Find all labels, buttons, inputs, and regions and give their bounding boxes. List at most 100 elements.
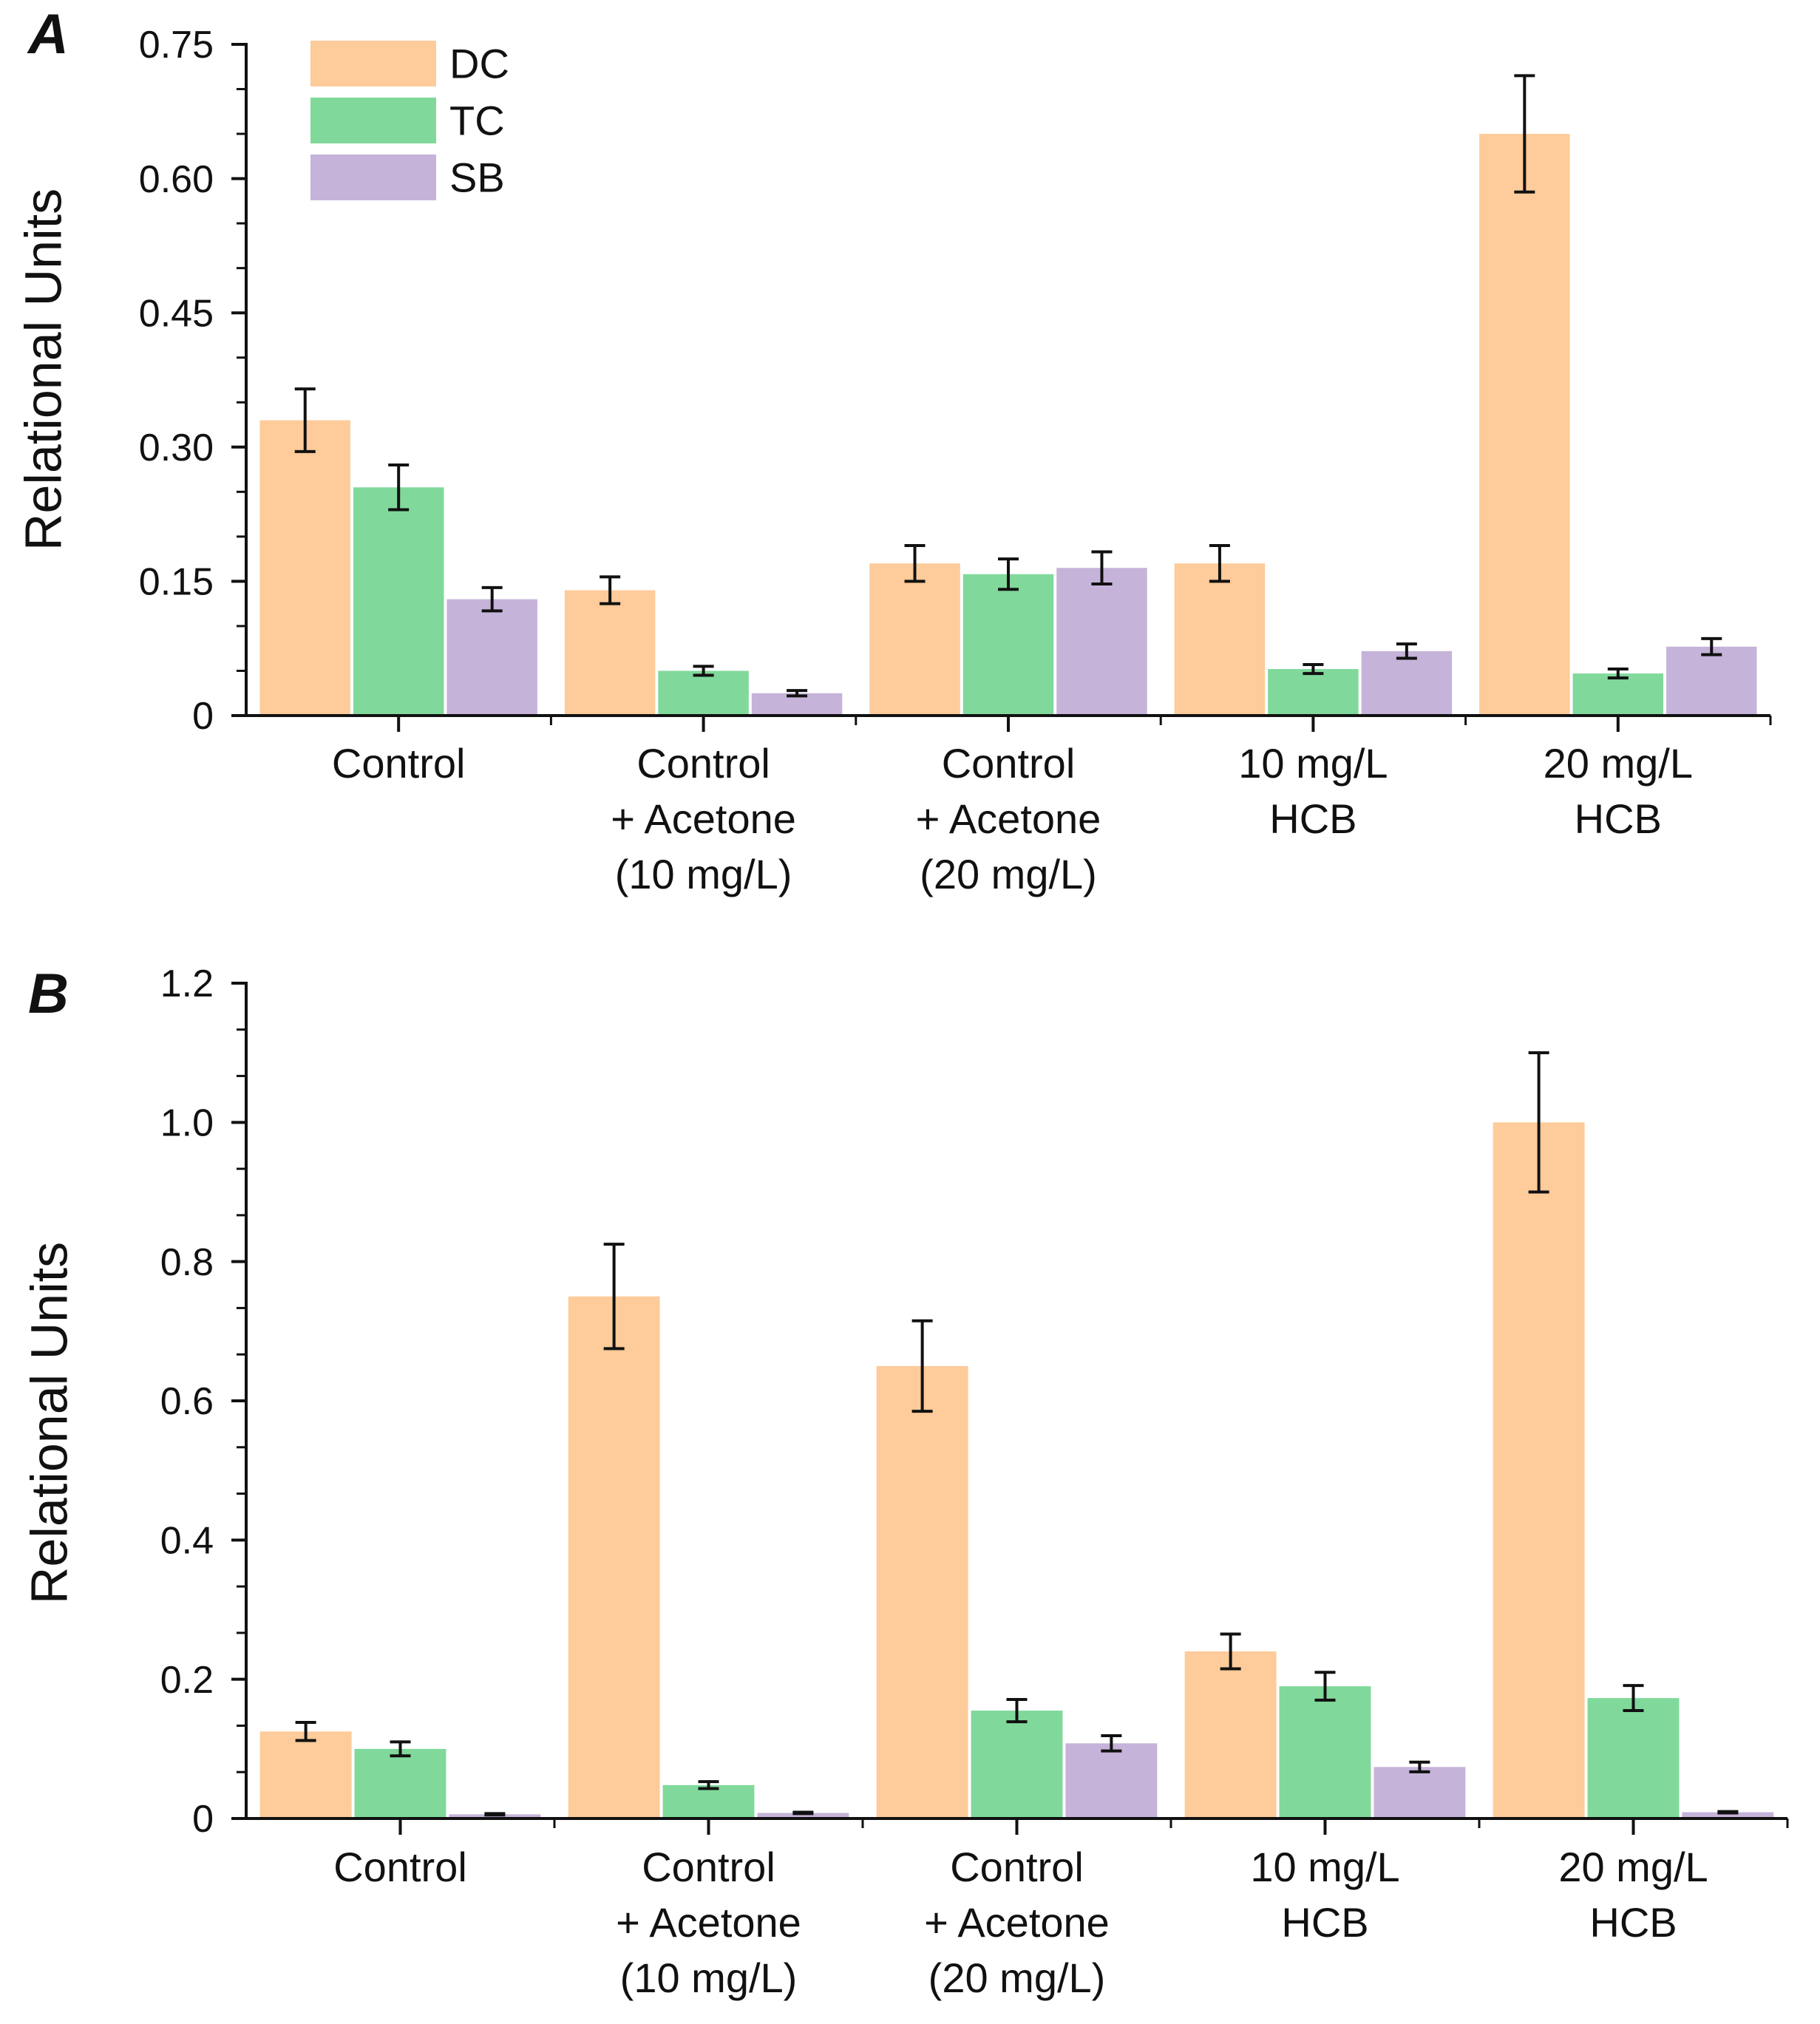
bar-sb: [1065, 1743, 1158, 1818]
error-bar-dc: [603, 1243, 625, 1351]
legend-swatch-dc: [310, 41, 436, 86]
x-tick-label-line: (10 mg/L): [615, 851, 792, 897]
x-tick-label-line: HCB: [1575, 795, 1662, 842]
error-bar-tc: [1006, 1697, 1028, 1724]
bar-tc: [962, 574, 1054, 716]
bar-dc: [1174, 563, 1266, 716]
error-bar-tc: [1623, 1684, 1644, 1713]
error-bar-dc: [1220, 1632, 1241, 1671]
bar-sb: [1361, 651, 1453, 716]
x-tick-label: Control: [333, 1844, 467, 1890]
x-tick-label: 10 mg/L HCB: [1250, 1844, 1399, 1946]
x-tick-label-line: HCB: [1269, 795, 1356, 842]
x-tick-label: Control + Acetone (10 mg/L): [611, 740, 796, 897]
error-bar-sb: [1717, 1810, 1739, 1815]
x-tick-label-line: + Acetone: [616, 1899, 801, 1946]
y-tick-label: 0.4: [160, 1520, 214, 1563]
error-bar-tc: [998, 557, 1019, 591]
error-bar-dc: [1209, 543, 1230, 583]
bar-dc: [876, 1365, 968, 1818]
y-tick-label: 0.6: [160, 1380, 214, 1423]
x-tick-label: 20 mg/L HCB: [1558, 1844, 1708, 1946]
bar-tc: [353, 487, 444, 716]
x-tick-label-line: + Acetone: [611, 795, 796, 842]
bar-sb: [1056, 568, 1147, 716]
bar-dc: [869, 563, 960, 716]
x-tick-label-line: 10 mg/L: [1250, 1844, 1399, 1890]
x-tick-label-line: Control: [333, 1844, 467, 1890]
bar-tc: [658, 670, 749, 716]
x-tick-label-line: (20 mg/L): [920, 851, 1097, 897]
y-tick-label: 1.0: [160, 1102, 214, 1145]
x-tick-label-line: 10 mg/L: [1238, 740, 1388, 787]
bar-tc: [354, 1748, 446, 1818]
error-bar-sb: [481, 585, 503, 613]
error-bar-dc: [911, 1319, 933, 1413]
x-tick-label-line: Control: [332, 740, 466, 787]
bar-sb: [1374, 1767, 1466, 1818]
x-tick-label-line: 20 mg/L: [1544, 740, 1693, 787]
y-tick-label: 0: [192, 1798, 214, 1841]
x-tick-label-line: HCB: [1589, 1899, 1677, 1946]
y-tick-label: 0.30: [139, 427, 214, 469]
x-tick-label-line: Control: [950, 1844, 1084, 1890]
y-tick-label: 0.8: [160, 1241, 214, 1284]
error-bar-dc: [600, 575, 621, 605]
error-bar-tc: [1607, 668, 1629, 680]
bar-dc: [1184, 1651, 1277, 1818]
error-bar-tc: [1314, 1671, 1336, 1702]
y-tick-label: 0.15: [139, 561, 214, 604]
y-tick-label: 0.45: [139, 292, 214, 335]
bar-sb: [757, 1813, 849, 1818]
bar-dc: [259, 1731, 352, 1818]
error-bar-tc: [698, 1780, 719, 1790]
x-tick-label: 20 mg/L HCB: [1544, 740, 1693, 842]
x-tick-label: Control + Acetone (20 mg/L): [916, 740, 1101, 897]
bar-dc: [568, 1296, 660, 1818]
bar-dc: [259, 420, 350, 716]
x-tick-label-line: 20 mg/L: [1558, 1844, 1708, 1890]
x-tick-label-line: Control: [942, 740, 1076, 787]
y-axis-label: Relational Units: [21, 1242, 78, 1604]
bar-tc: [1279, 1686, 1371, 1818]
error-bar-dc: [294, 387, 316, 453]
error-bar-tc: [390, 1740, 411, 1758]
error-bar-tc: [1303, 662, 1324, 676]
bar-sb: [1682, 1812, 1774, 1818]
error-bar-sb: [1091, 550, 1113, 586]
bar-dc: [1493, 1122, 1585, 1818]
bar-tc: [1268, 669, 1359, 716]
y-tick-label: 1.2: [160, 962, 214, 1005]
y-tick-label: 0: [192, 695, 214, 738]
legend-label-sb: SB: [449, 154, 505, 201]
x-tick-label-line: + Acetone: [924, 1899, 1110, 1946]
error-bar-dc: [1514, 74, 1535, 194]
bar-tc: [1572, 673, 1664, 716]
error-bar-tc: [388, 463, 410, 512]
bar-dc: [1479, 134, 1570, 716]
panel-label: A: [27, 3, 69, 66]
legend-swatch-sb: [310, 154, 436, 200]
y-tick-label: 0.75: [139, 24, 214, 67]
bar-tc: [1587, 1698, 1680, 1818]
error-bar-dc: [295, 1721, 316, 1742]
bar-tc: [971, 1711, 1063, 1818]
y-axis-label: Relational Units: [15, 189, 72, 551]
y-tick-label: 0.60: [139, 158, 214, 201]
legend-swatch-tc: [310, 98, 436, 143]
x-tick-label-line: Control: [636, 740, 770, 787]
error-bar-sb: [1396, 642, 1417, 660]
error-bar-sb: [792, 1810, 814, 1816]
bar-sb: [1666, 646, 1757, 716]
x-tick-label: 10 mg/L HCB: [1238, 740, 1388, 842]
bar-sb: [446, 599, 537, 716]
error-bar-sb: [787, 689, 808, 698]
x-tick-label-line: (10 mg/L): [620, 1955, 798, 2001]
x-tick-label: Control: [332, 740, 466, 787]
bar-tc: [662, 1784, 755, 1818]
error-bar-tc: [693, 665, 714, 677]
error-bar-dc: [1528, 1051, 1549, 1194]
y-tick-label: 0.2: [160, 1659, 214, 1702]
legend: DC TC SB: [310, 41, 509, 201]
